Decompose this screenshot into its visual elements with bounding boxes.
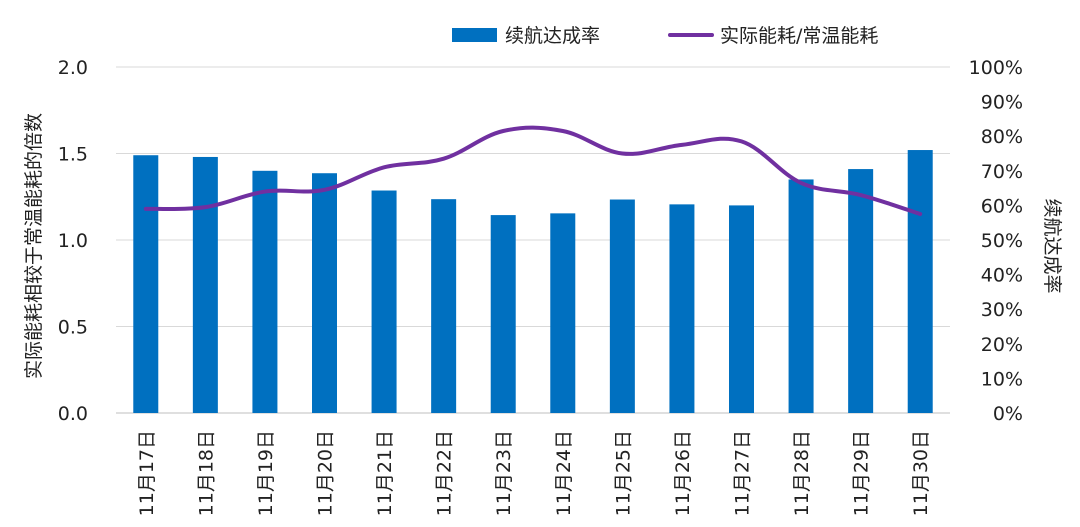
- y-right-tick-label: 70%: [981, 161, 1023, 183]
- legend-bar-label: 续航达成率: [505, 25, 600, 47]
- bar: [550, 213, 576, 413]
- x-tick-label: 11月29日: [851, 430, 873, 516]
- y-right-tick-label: 100%: [969, 57, 1023, 79]
- line-series: [143, 125, 923, 217]
- x-tick-label: 11月23日: [493, 430, 515, 516]
- bar: [431, 199, 457, 413]
- x-tick-label: 11月25日: [612, 430, 634, 516]
- y-right-tick-label: 60%: [981, 195, 1023, 217]
- y-axis-right-title: 续航达成率: [1041, 198, 1063, 293]
- bar: [490, 215, 516, 413]
- x-tick-label: 11月26日: [672, 430, 694, 516]
- bar: [312, 173, 337, 413]
- x-tick-label: 11月18日: [195, 430, 217, 516]
- line-path: [143, 125, 923, 217]
- bar: [192, 156, 218, 413]
- y-axis-left-title: 实际能耗相较于常温能耗的倍数: [23, 113, 45, 379]
- bar: [609, 199, 635, 413]
- y-left-tick-label: 0.0: [58, 403, 88, 425]
- y-right-tick-label: 10%: [981, 368, 1023, 390]
- bar: [788, 179, 814, 413]
- x-tick-label: 11月17日: [136, 430, 158, 516]
- x-tick-label: 11月22日: [434, 430, 456, 516]
- x-tick-label: 11月30日: [910, 430, 932, 516]
- y-right-tick-label: 30%: [981, 299, 1023, 321]
- y-axis-right: 0% 10% 20% 30% 40% 50% 60% 70% 80% 90% 100%: [969, 57, 1023, 425]
- x-tick-label: 11月20日: [315, 430, 337, 516]
- bar: [907, 150, 933, 414]
- bar: [133, 155, 159, 414]
- y-right-tick-label: 50%: [981, 230, 1023, 252]
- y-right-tick-label: 20%: [981, 334, 1023, 356]
- y-left-tick-label: 2.0: [58, 57, 88, 79]
- y-right-tick-label: 40%: [981, 265, 1023, 287]
- legend: 续航达成率 实际能耗/常温能耗: [452, 25, 878, 47]
- x-axis: 11月17日 11月18日 11月19日 11月20日 11月21日 11月22日 11月2…: [136, 430, 932, 516]
- legend-line-label: 实际能耗/常温能耗: [720, 25, 878, 47]
- gridlines: [116, 66, 950, 414]
- bar-series: [133, 150, 933, 414]
- legend-bar-swatch: [452, 28, 497, 42]
- bar: [729, 205, 754, 413]
- bar: [252, 170, 278, 413]
- x-tick-label: 11月21日: [374, 430, 396, 516]
- x-tick-label: 11月19日: [255, 430, 277, 516]
- y-axis-left: 0.0 0.5 1.0 1.5 2.0: [58, 57, 88, 425]
- bar: [848, 169, 874, 413]
- x-tick-label: 11月28日: [791, 430, 813, 516]
- x-tick-label: 11月24日: [553, 430, 575, 516]
- bar: [669, 204, 695, 413]
- bar: [371, 190, 397, 413]
- y-right-tick-label: 80%: [981, 126, 1023, 148]
- y-left-tick-label: 1.5: [58, 144, 88, 166]
- y-right-tick-label: 90%: [981, 92, 1023, 114]
- y-left-tick-label: 1.0: [58, 230, 88, 252]
- y-right-tick-label: 0%: [993, 403, 1023, 425]
- x-tick-label: 11月27日: [732, 430, 754, 516]
- y-left-tick-label: 0.5: [58, 317, 88, 339]
